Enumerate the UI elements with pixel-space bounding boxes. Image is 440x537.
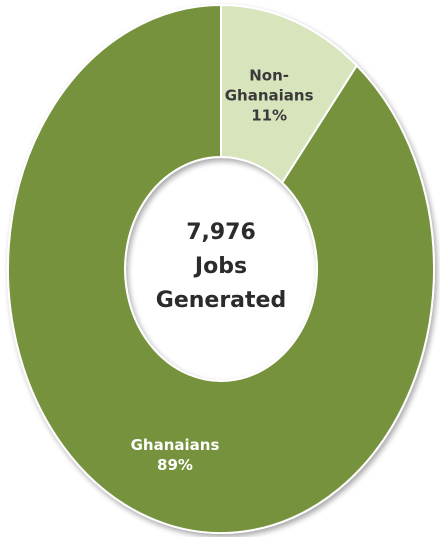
center-label: 7,976 Jobs Generated [156, 220, 286, 313]
center-label-line: Jobs [193, 254, 247, 279]
slice-percent: 11% [251, 107, 287, 125]
slice-label: Non- Ghanaians 11% [225, 67, 314, 125]
slice-percent: 89% [157, 456, 193, 474]
donut-slice [220, 3, 359, 185]
slice-name: Ghanaians [131, 436, 220, 454]
slice-labels: Non- Ghanaians 11% Ghanaians 89% [131, 67, 314, 474]
slice-label: Ghanaians 89% [131, 436, 220, 474]
donut-slice [7, 3, 435, 534]
slice-name: Ghanaians [225, 87, 314, 105]
center-label-line: 7,976 [186, 220, 256, 245]
slice-name: Non- [249, 67, 289, 85]
donut-slices [7, 3, 435, 534]
center-label-line: Generated [156, 288, 286, 313]
